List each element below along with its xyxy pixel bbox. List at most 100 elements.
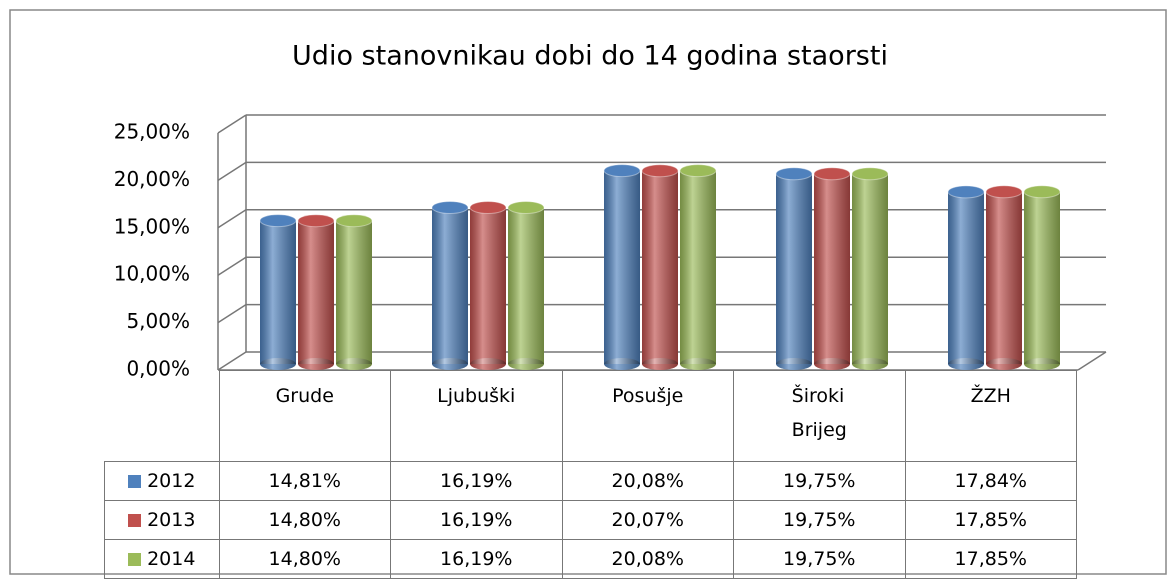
bar-top [679, 164, 717, 178]
category-cell: Grude [218, 370, 391, 462]
value-cell: 14,80% [218, 500, 391, 540]
grid-line-side [217, 351, 247, 371]
bar-bottom-shade [1024, 358, 1060, 370]
legend-cell: 2012 [104, 461, 220, 501]
value-cell: 19,75% [733, 500, 906, 540]
y-tick-label: 25,00% [114, 120, 190, 144]
y-tick-label: 0,00% [126, 357, 190, 381]
chart-title: Udio stanovnikau dobi do 14 godina staor… [292, 41, 888, 72]
bar-bottom-shade [948, 358, 984, 370]
bar-shade [260, 220, 296, 364]
bar-top [985, 185, 1023, 199]
bar-top [1023, 185, 1061, 199]
value-cell: 20,07% [561, 500, 734, 540]
legend-swatch [128, 475, 142, 488]
legend-swatch [128, 514, 142, 527]
x-tick-label: ŽZH [970, 385, 1011, 407]
value-cell: 17,84% [904, 461, 1077, 501]
value-cell: 16,19% [390, 539, 563, 579]
value-cell: 14,81% [218, 461, 391, 501]
value-cell: 20,08% [561, 539, 734, 579]
bar-bottom-shade [260, 358, 296, 370]
table-header-row: Grude Ljubuški Posušje Široki Brijeg ŽZH [105, 370, 1077, 462]
y-tick-label: 10,00% [114, 262, 190, 286]
bar-shade [604, 170, 640, 364]
bar-shade [432, 207, 468, 364]
bar-bottom-shade [852, 358, 888, 370]
bar-bottom-shade [432, 358, 468, 370]
y-tick-label: 15,00% [114, 214, 190, 238]
table-row: 2012 14,81% 16,19% 20,08% 19,75% 17,84% [104, 461, 1077, 501]
bar-bottom-shade [986, 358, 1022, 370]
bar-top [813, 167, 851, 181]
x-tick-label: Ljubuški [437, 385, 516, 407]
bar-shade [680, 170, 716, 364]
table-row: 2014 14,80% 16,19% 20,08% 19,75% 17,85% [104, 539, 1077, 579]
x-tick-label: Posušje [612, 385, 684, 407]
bar-top [297, 214, 335, 228]
grid-line-side [217, 303, 247, 324]
bar-shade [852, 173, 888, 364]
bar-bottom-shade [604, 358, 640, 370]
bar-bottom-shade [642, 358, 678, 370]
category-cell: Posušje [561, 370, 734, 462]
bar-shade [776, 173, 812, 364]
value-cell: 20,08% [561, 461, 734, 501]
bar-shade [1024, 191, 1060, 364]
category-cell: Široki Brijeg [733, 370, 906, 462]
value-cell: 16,19% [390, 500, 563, 540]
bar-shade [814, 173, 850, 364]
category-cell: ŽZH [904, 370, 1077, 462]
legend-swatch [128, 553, 142, 566]
bar-bottom-shade [298, 358, 334, 370]
x-tick-label: Široki Brijeg [791, 385, 847, 441]
bar-bottom-shade [814, 358, 850, 370]
y-tick-label: 5,00% [126, 309, 190, 333]
data-table: Grude Ljubuški Posušje Široki Brijeg ŽZH 2012… [104, 370, 1077, 579]
bar-top [947, 185, 985, 199]
bar-shade [298, 220, 334, 364]
bar-top [335, 214, 373, 228]
bar-shade [470, 207, 506, 364]
legend-label: 2012 [147, 470, 196, 492]
bar-shade [986, 191, 1022, 364]
legend-cell: 2014 [104, 539, 220, 579]
legend-cell: 2013 [104, 500, 220, 540]
value-cell: 19,75% [733, 461, 906, 501]
bar-bottom-shade [508, 358, 544, 370]
bar-top [469, 201, 507, 215]
bar-top [603, 164, 641, 178]
floor-edge [1077, 351, 1107, 371]
bar-shade [948, 191, 984, 364]
value-cell: 19,75% [733, 539, 906, 579]
table-row: 2013 14,80% 16,19% 20,07% 19,75% 17,85% [104, 500, 1077, 540]
category-cell: Ljubuški [390, 370, 563, 462]
bar-bottom-shade [336, 358, 372, 370]
bar-shade [336, 220, 372, 364]
bar-bottom-shade [470, 358, 506, 370]
bar-top [431, 201, 469, 215]
bar-shade [642, 170, 678, 364]
x-tick-label: Grude [275, 385, 334, 407]
y-tick-label: 20,00% [114, 167, 190, 191]
bar-top [851, 167, 889, 181]
bar-bottom-shade [776, 358, 812, 370]
bar-bottom-shade [680, 358, 716, 370]
value-cell: 17,85% [904, 500, 1077, 540]
value-cell: 16,19% [390, 461, 563, 501]
bar-top [641, 164, 679, 178]
grid-line-side [217, 209, 247, 229]
table-corner [105, 371, 220, 462]
legend-label: 2014 [147, 548, 196, 570]
legend-label: 2013 [147, 509, 196, 531]
bar-top [775, 167, 813, 181]
bar-shade [508, 207, 544, 364]
grid-line-side [217, 256, 247, 276]
bar-top [259, 214, 297, 228]
grid-line-side [217, 161, 247, 182]
bar-top [507, 201, 545, 215]
grid-line-side [217, 114, 247, 134]
value-cell: 17,85% [904, 539, 1077, 579]
value-cell: 14,80% [218, 539, 391, 579]
